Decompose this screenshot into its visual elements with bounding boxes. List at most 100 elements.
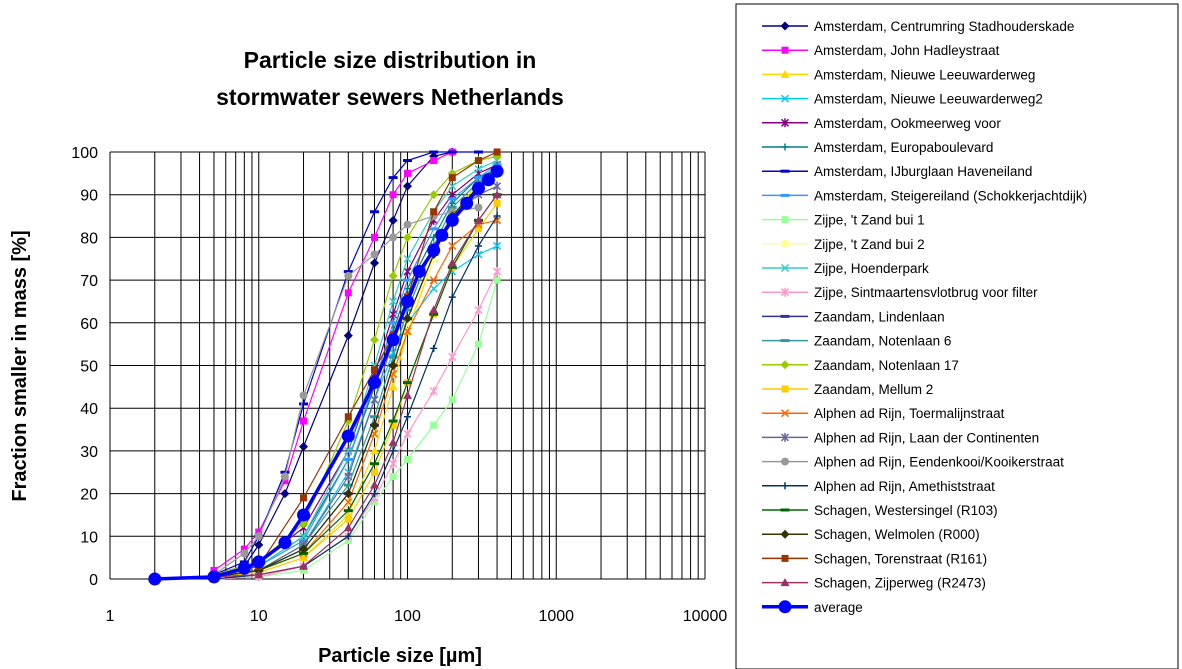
legend-label: Zijpe, Sintmaartensvlotbrug voor filter (814, 285, 1038, 300)
data-point (389, 233, 398, 242)
data-point (254, 532, 263, 541)
data-point (280, 489, 290, 499)
chart-title-line-1: Particle size distribution in (244, 47, 537, 73)
data-point (280, 470, 290, 474)
data-point (386, 333, 400, 347)
series-1 (210, 148, 456, 574)
data-point (370, 258, 379, 268)
data-point (343, 509, 353, 513)
legend-label: Amsterdam, Nieuwe Leeuwarderweg (814, 67, 1035, 82)
legend-label: Schagen, Zijperweg (R2473) (814, 576, 986, 591)
legend-entry: Zijpe, 't Zand bui 2 (762, 237, 925, 252)
legend-label: Amsterdam, IJburglaan Haveneiland (814, 164, 1032, 179)
data-point (401, 294, 414, 308)
legend-entry: Zijpe, Sintmaartensvlotbrug voor filter (762, 285, 1038, 300)
data-point (148, 572, 162, 586)
data-point (471, 181, 485, 195)
data-point (297, 508, 311, 522)
y-tick-label: 50 (80, 359, 98, 376)
data-point (341, 429, 355, 443)
legend-marker (780, 287, 790, 297)
data-point (492, 190, 502, 199)
y-tick-label: 70 (80, 273, 98, 290)
data-point (370, 420, 379, 430)
legend-label: Amsterdam, Steigereiland (Schokkerjachtd… (814, 188, 1087, 203)
data-point (370, 446, 379, 455)
legend-entry: Amsterdam, John Hadleystraat (762, 43, 1000, 58)
data-point (403, 159, 412, 163)
data-point (445, 213, 459, 227)
legend-entry: Amsterdam, Nieuwe Leeuwarderweg (762, 67, 1035, 82)
y-tick-label: 30 (80, 444, 98, 461)
data-point (344, 446, 353, 455)
legend-marker (780, 263, 790, 273)
data-point (403, 308, 412, 312)
data-point (388, 215, 398, 225)
legend-label: Zaandam, Lindenlaan (814, 309, 945, 324)
legend-marker (780, 339, 790, 343)
legend-entry: Schagen, Westersingel (R103) (762, 503, 998, 518)
series-line (213, 151, 453, 576)
legend-label: Zijpe, 't Zand bui 1 (814, 213, 925, 228)
data-point (370, 480, 379, 489)
data-point (370, 462, 379, 466)
legend-marker (780, 360, 790, 370)
data-point (344, 498, 353, 507)
data-point (429, 386, 438, 396)
data-point (493, 181, 502, 191)
legend-label: Alphen ad Rijn, Amethiststraat (814, 479, 995, 494)
data-point (343, 483, 353, 487)
data-point (493, 267, 502, 277)
data-point (240, 549, 249, 558)
legend-entry: Zijpe, 't Zand bui 1 (762, 213, 925, 228)
data-point (255, 528, 263, 536)
legend-marker (781, 385, 789, 393)
data-point (299, 402, 309, 406)
series-line (213, 194, 498, 578)
data-point (371, 233, 378, 241)
data-point (389, 191, 397, 199)
x-tick-label: 1 (106, 608, 115, 625)
data-point (240, 545, 248, 553)
data-point (278, 536, 292, 550)
data-point (370, 210, 379, 214)
legend-marker (780, 432, 790, 442)
data-point (412, 265, 426, 279)
data-point (389, 421, 397, 429)
legend: Amsterdam, Centrumring Stadhouderskade Am… (762, 19, 1087, 615)
data-point (370, 250, 379, 259)
data-point (254, 570, 264, 579)
series-9 (209, 173, 502, 581)
legend-marker (780, 21, 790, 31)
series-2 (209, 164, 502, 581)
data-point (343, 270, 353, 274)
data-point (370, 415, 379, 419)
legend-entry: Zaandam, Notenlaan 17 (762, 358, 959, 373)
x-axis-title: Particle size [µm] (318, 645, 482, 667)
data-point (474, 225, 482, 233)
x-tick-label: 1000 (538, 608, 574, 625)
data-point (430, 344, 438, 352)
legend-entry: Alphen ad Rijn, Eendenkooi/Kooikerstraat (762, 455, 1064, 470)
data-point (473, 215, 483, 224)
legend-entry: Amsterdam, Ookmeerweg voor (762, 116, 1001, 131)
legend-marker (781, 457, 789, 466)
y-tick-label: 60 (80, 316, 98, 333)
data-point (473, 150, 483, 154)
legend-marker (781, 46, 789, 54)
legend-marker (780, 314, 790, 318)
data-point (343, 489, 353, 499)
legend-marker (780, 94, 790, 103)
data-point (447, 206, 457, 210)
legend-entry: Amsterdam, Nieuwe Leeuwarderweg2 (762, 92, 1043, 107)
legend-entry: Alphen ad Rijn, Toermalijnstraat (762, 406, 1005, 421)
data-point (344, 532, 352, 540)
data-point (430, 421, 438, 429)
series-lines (148, 147, 504, 586)
legend-marker (778, 600, 792, 614)
data-point (429, 276, 438, 285)
legend-marker (781, 482, 789, 490)
data-point (344, 472, 353, 482)
data-point (343, 331, 353, 341)
data-point (389, 447, 397, 455)
